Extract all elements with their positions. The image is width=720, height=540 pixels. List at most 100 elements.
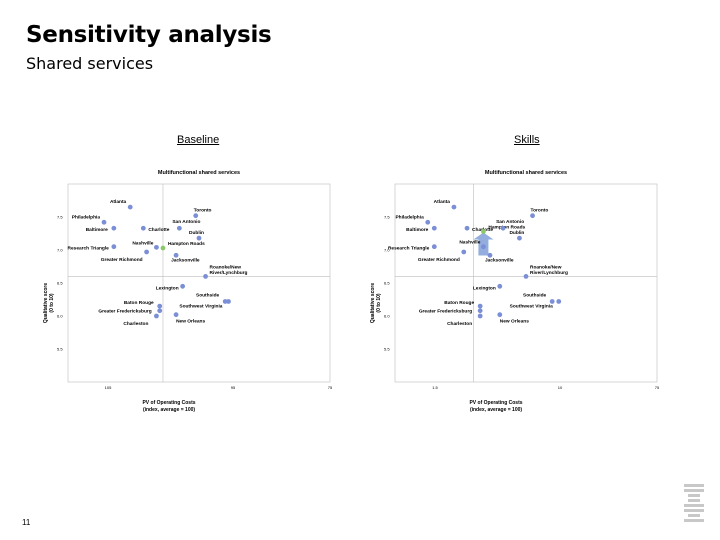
point-label: Nashville — [459, 240, 480, 246]
point-label: New Orleans — [176, 319, 205, 325]
y-tick-label: 7.5 — [57, 215, 63, 220]
data-point — [127, 204, 133, 210]
point-label: New Orleans — [500, 319, 529, 325]
point-label: Greater Richmond — [101, 257, 143, 263]
point-label: Dublin — [189, 230, 204, 236]
data-point — [477, 313, 483, 319]
data-point — [477, 303, 483, 309]
point-label: Atlanta — [110, 199, 127, 205]
data-point — [500, 225, 506, 231]
point-label: Baltimore — [86, 227, 108, 233]
y-tick-label: 6.0 — [57, 314, 63, 319]
y-tick-label: 7.5 — [384, 215, 390, 220]
point-label: Toronto — [531, 208, 549, 214]
page-title: Sensitivity analysis — [26, 22, 272, 48]
point-label: Charlotte — [148, 227, 169, 233]
plot-area — [394, 183, 658, 383]
data-point — [497, 283, 503, 289]
point-label: San Antonio — [496, 219, 524, 225]
y-axis-label: Qualitative score — [43, 283, 49, 324]
data-point — [180, 283, 186, 289]
data-point — [477, 308, 483, 314]
skills-panel-label: Skills — [514, 134, 540, 146]
point-label: Greater Fredericksburg — [419, 309, 472, 315]
data-point — [425, 219, 431, 225]
point-label: Hampton Roads — [488, 225, 525, 231]
data-point — [157, 303, 163, 309]
data-point — [144, 249, 149, 255]
point-label: Hampton Roads — [168, 241, 205, 247]
y-tick-label: 6.5 — [384, 281, 390, 286]
data-point — [497, 312, 503, 318]
data-point — [226, 299, 231, 304]
data-point — [523, 274, 529, 279]
data-point — [154, 313, 159, 319]
data-point — [556, 299, 562, 304]
point-label: Lexington — [473, 285, 496, 291]
point-label: Jacksonville — [485, 257, 514, 263]
data-point — [173, 252, 179, 258]
point-label: Southside — [196, 292, 220, 298]
point-label: Toronto — [194, 208, 212, 214]
plot-area — [67, 183, 331, 383]
data-point — [517, 235, 522, 241]
x-tick-label: 75 — [328, 385, 333, 390]
point-label: Baton Rouge — [444, 300, 474, 306]
x-tick-label: 10 — [558, 385, 563, 390]
y-tick-label: 7.0 — [57, 248, 63, 253]
point-label: Roanoke/New River/Lynchburg — [530, 264, 568, 276]
x-axis-label-sub: (index, average = 100) — [143, 407, 195, 413]
point-label: Baton Rouge — [124, 300, 154, 306]
point-label: Greater Fredericksburg — [98, 309, 151, 315]
data-point — [157, 308, 163, 314]
point-label: Lexington — [156, 285, 179, 291]
data-point — [464, 225, 470, 231]
data-point — [431, 225, 437, 231]
point-label: Greater Richmond — [418, 257, 460, 263]
data-point — [111, 225, 117, 231]
data-point — [196, 235, 202, 241]
x-tick-label: 1.5 — [432, 385, 438, 390]
chart-title: Multifunctional shared services — [158, 170, 240, 176]
y-tick-label: 5.5 — [384, 347, 390, 352]
point-label: Atlanta — [434, 199, 451, 205]
point-label: Southwest Virginia — [510, 303, 553, 309]
page-number: 11 — [22, 518, 31, 527]
company-logo-icon — [684, 484, 704, 522]
data-point — [154, 244, 159, 250]
point-label: Jacksonville — [171, 257, 200, 263]
data-point — [140, 225, 146, 231]
page-subtitle: Shared services — [26, 54, 154, 73]
data-point — [461, 249, 467, 255]
y-tick-label: 6.5 — [57, 281, 63, 286]
data-point — [203, 274, 208, 279]
point-label: Philadelphia — [395, 214, 424, 220]
data-point — [101, 219, 107, 225]
data-point — [481, 229, 486, 234]
y-tick-label: 6.0 — [384, 314, 390, 319]
point-label: Roanoke/New River/Lynchburg — [210, 264, 248, 276]
data-point — [530, 213, 535, 219]
y-axis-label-sub: (0 to 10) — [49, 293, 55, 313]
data-point — [431, 244, 437, 250]
skills-scatter-chart: Multifunctional shared services 7.5 7.0 6.5… — [370, 170, 660, 413]
data-point — [176, 225, 182, 231]
y-tick-label: 7.0 — [384, 248, 390, 253]
y-axis-label: Qualitative score — [370, 283, 376, 324]
x-axis-label: PV of Operating Costs — [142, 400, 195, 406]
x-tick-label: 105 — [105, 385, 112, 390]
chart-title: Multifunctional shared services — [485, 170, 567, 176]
x-tick-label: 75 — [655, 385, 660, 390]
point-label: Philadelphia — [72, 214, 101, 220]
point-label: Research Triangle — [68, 246, 110, 252]
data-point — [487, 252, 493, 258]
point-label: Charleston — [447, 321, 472, 327]
x-axis-label-sub: (index, average = 100) — [470, 407, 522, 413]
point-label: San Antonio — [172, 219, 200, 225]
data-point — [481, 244, 486, 250]
point-label: Southside — [523, 292, 547, 298]
up-arrow-icon — [473, 232, 494, 256]
point-label: Research Triangle — [388, 246, 430, 252]
data-point — [173, 312, 179, 318]
point-label: Dublin — [509, 230, 524, 236]
